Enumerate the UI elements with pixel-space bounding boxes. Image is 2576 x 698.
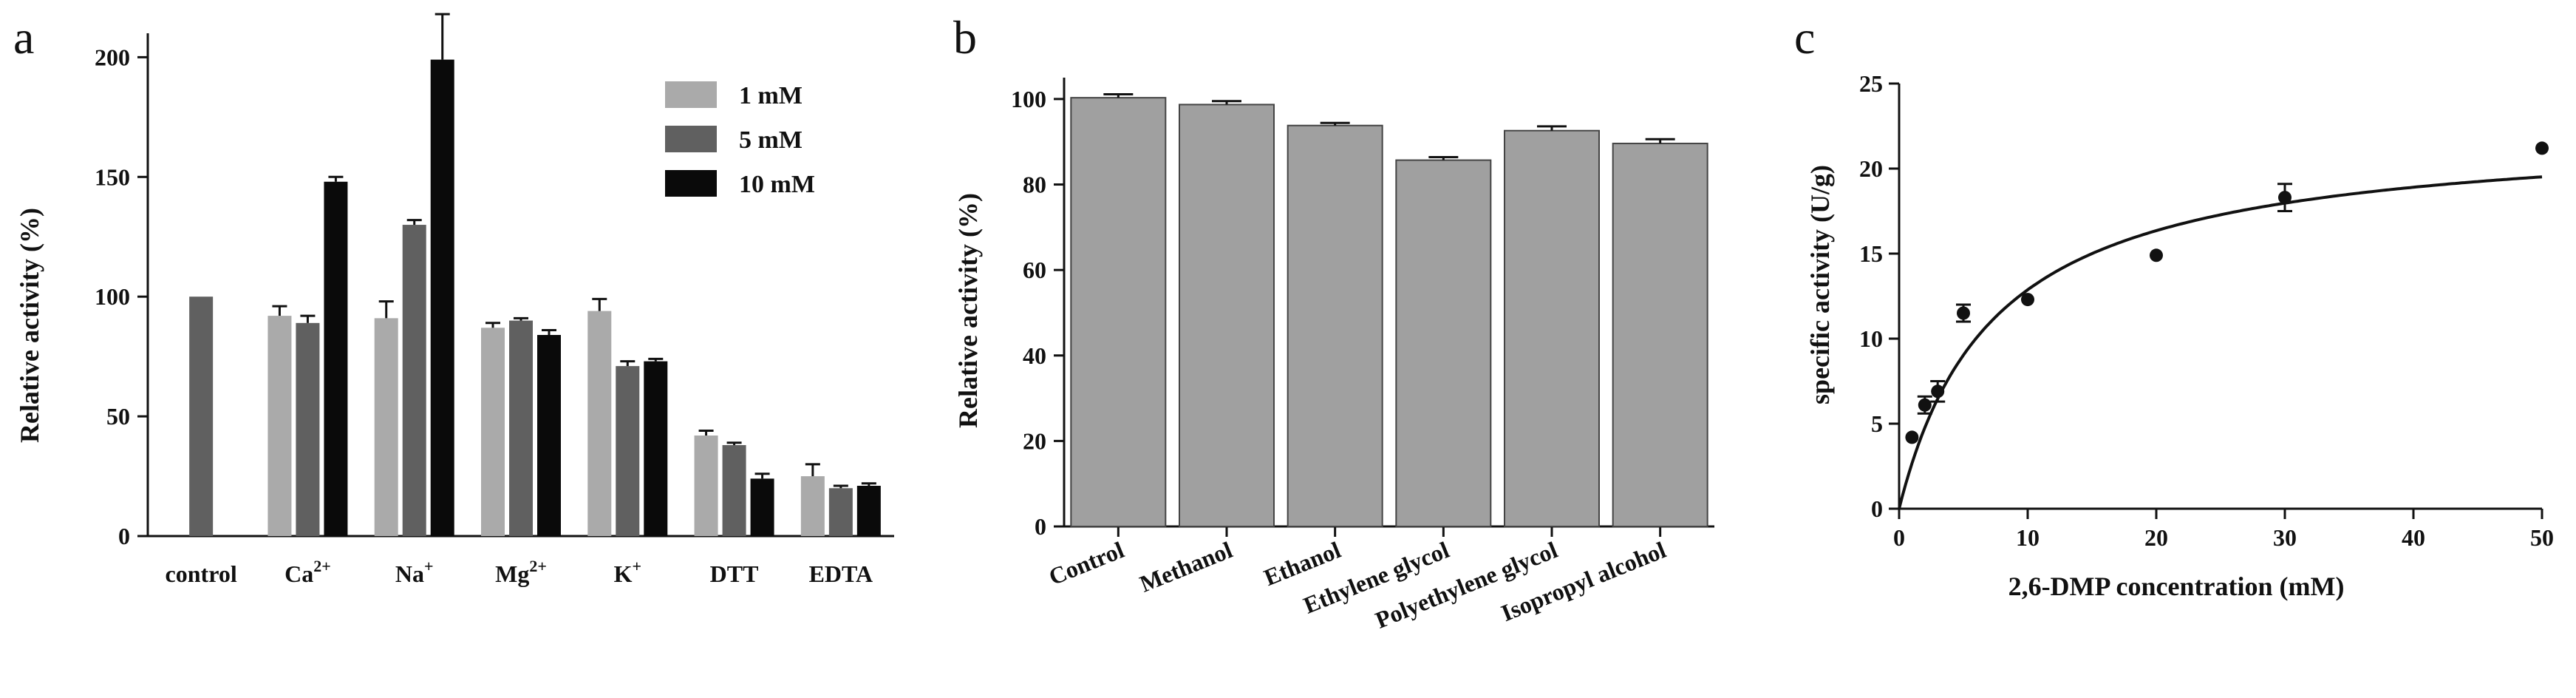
bar-5-mM — [722, 444, 746, 536]
data-point — [2278, 191, 2292, 205]
y-tick-label: 150 — [95, 163, 130, 190]
bar — [1287, 124, 1383, 528]
bar-5-mM — [509, 320, 533, 536]
x-tick-label: 30 — [2273, 524, 2297, 551]
bar-10-mM — [856, 486, 881, 536]
x-category-label: Control — [1045, 536, 1128, 590]
x-category-label: Mg2+ — [495, 557, 547, 587]
x-category-label: control — [166, 560, 237, 587]
legend-label: 5 mM — [739, 126, 803, 154]
y-tick-label: 5 — [1871, 410, 1883, 437]
panel-c-points — [1898, 141, 2549, 509]
bar-10-mM — [537, 335, 561, 536]
bar-1-mM — [694, 436, 718, 536]
panel-c-axes: 0 5 10 15 20 25 0 10 20 30 40 50 — [1859, 70, 2554, 551]
x-category-label: Methanol — [1136, 536, 1236, 597]
panel-b-bars — [1070, 93, 1708, 528]
bar-10-mM — [644, 361, 668, 536]
bar-10-mM — [750, 478, 774, 536]
legend-label: 10 mM — [739, 171, 815, 198]
x-category-label: K+ — [614, 557, 641, 587]
y-tick-label: 15 — [1859, 240, 1883, 267]
panel-c-y-axis-title: specific activity (U/g) — [1805, 165, 1835, 404]
legend-label: 1 mM — [739, 82, 803, 109]
panel-b-y-axis-title: Relative activity (%) — [953, 193, 983, 428]
y-tick-label: 10 — [1859, 325, 1883, 352]
panel-b-letter: b — [953, 11, 977, 64]
y-tick-label: 50 — [106, 403, 130, 430]
y-tick-label: 25 — [1859, 70, 1883, 97]
bar-1-mM — [481, 328, 505, 536]
bar-5-mM — [616, 366, 640, 536]
bar-control — [189, 297, 214, 536]
panel-a: a 0 50 100 150 200 control Ca2+ Na+ Mg2+ K+ DTT EDT… — [13, 11, 894, 587]
bar — [1395, 159, 1492, 527]
bar-10-mM — [430, 59, 454, 537]
bar-10-mM — [324, 181, 348, 536]
bar — [1612, 143, 1708, 527]
x-category-label: EDTA — [809, 560, 873, 587]
y-tick-label: 60 — [1023, 257, 1046, 283]
bar — [1070, 97, 1167, 527]
data-point — [1905, 430, 1919, 444]
data-point — [2021, 293, 2034, 307]
x-category-label: Polyethylene glycol — [1372, 536, 1561, 634]
x-tick-label: 40 — [2402, 524, 2425, 551]
x-category-label: DTT — [710, 560, 759, 587]
bar-5-mM — [296, 322, 320, 536]
panel-a-axes: 0 50 100 150 200 control Ca2+ Na+ Mg2+ K+ DTT EDTA — [95, 33, 894, 587]
bar — [1504, 129, 1600, 527]
bar-1-mM — [800, 476, 825, 536]
panel-a-letter: a — [13, 11, 34, 64]
y-tick-label: 20 — [1859, 155, 1883, 182]
y-tick-label: 200 — [95, 44, 130, 70]
x-tick-label: 20 — [2144, 524, 2168, 551]
panel-a-bars — [189, 13, 881, 537]
legend-swatch — [665, 81, 717, 108]
bar-5-mM — [402, 225, 426, 536]
y-tick-label: 100 — [1011, 86, 1046, 112]
bar-1-mM — [587, 311, 612, 536]
data-point — [1957, 306, 1970, 320]
y-tick-label: 80 — [1023, 172, 1046, 198]
legend-swatch — [665, 126, 717, 152]
y-tick-label: 100 — [95, 283, 130, 310]
panel-c: c 0 5 10 15 20 25 0 10 20 30 40 50 specific activit… — [1794, 11, 2554, 601]
panel-a-legend: 1 mM 5 mM 10 mM — [665, 81, 815, 198]
y-tick-label: 20 — [1023, 427, 1046, 454]
bar — [1179, 104, 1275, 528]
bar-1-mM — [374, 318, 398, 536]
data-point — [2150, 248, 2163, 262]
panel-c-letter: c — [1794, 11, 1815, 64]
x-tick-label: 10 — [2016, 524, 2040, 551]
y-tick-label: 0 — [1871, 495, 1883, 522]
data-point — [2535, 141, 2549, 155]
panel-a-y-axis-title: Relative activity (%) — [15, 208, 44, 443]
x-tick-label: 0 — [1893, 524, 1905, 551]
y-tick-label: 40 — [1023, 342, 1046, 369]
panel-c-x-axis-title: 2,6-DMP concentration (mM) — [2008, 572, 2345, 601]
x-category-label: Na+ — [395, 557, 434, 587]
fit-curve — [1898, 175, 2543, 509]
bar-5-mM — [828, 488, 853, 536]
y-tick-label: 0 — [1035, 513, 1046, 540]
data-point — [1931, 384, 1945, 399]
y-tick-label: 0 — [118, 523, 130, 549]
data-point — [1918, 398, 1932, 412]
legend-swatch — [665, 170, 717, 197]
x-tick-label: 50 — [2530, 524, 2554, 551]
x-category-label: Ca2+ — [284, 557, 331, 587]
bar-1-mM — [268, 316, 292, 536]
